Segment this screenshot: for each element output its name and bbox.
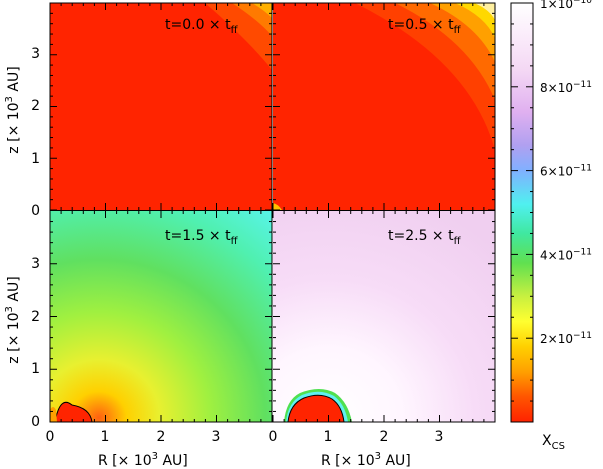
core-contour <box>287 394 345 422</box>
core-contour <box>54 401 93 422</box>
x-axis-label: R [× 103 AU] <box>321 451 411 469</box>
contour-band <box>455 3 495 38</box>
y-tick-label: 3 <box>31 256 40 272</box>
x-tick-label: 3 <box>435 429 444 445</box>
heatmap-background <box>50 3 272 210</box>
x-tick-label: 3 <box>212 429 221 445</box>
heatmap-background <box>50 211 272 422</box>
panel-bottom-right <box>273 211 495 422</box>
colorbar-ticks: 1×10−10 8×10−11 6×10−11 4×10−11 2×10−11 <box>511 0 592 402</box>
time-label-bottom-right: t=2.5 × tff <box>388 228 462 247</box>
panel-top-right <box>273 3 495 210</box>
x-tick-label: 2 <box>380 429 389 445</box>
y-tick-label: 2 <box>31 98 40 114</box>
x-tick-label: 1 <box>101 429 110 445</box>
time-label-top-left: t=0.0 × tff <box>165 17 239 36</box>
colorbar <box>511 3 533 422</box>
y-tick-label: 3 <box>31 46 40 62</box>
colorbar-tick-label: 6×10−11 <box>540 164 592 179</box>
y-tick-label: 2 <box>31 309 40 325</box>
colorbar-frame <box>510 2 534 423</box>
contour-band <box>252 3 272 18</box>
x-axis-label: R [× 103 AU] <box>98 451 188 469</box>
y-tick-label: 1 <box>31 151 40 167</box>
x-tick-label: 0 <box>46 429 55 445</box>
axis-labels: R [× 103 AU] R [× 103 AU] z [× 103 AU] z [×… <box>4 66 411 469</box>
y-tick-label: 1 <box>31 361 40 377</box>
y-axis-label: z [× 103 AU] <box>4 66 22 153</box>
contour-band <box>273 203 282 210</box>
time-label-top-right: t=0.5 × tff <box>388 17 462 36</box>
x-tick-label: 0 <box>269 429 278 445</box>
contour-band <box>430 3 495 62</box>
contour-band <box>232 3 272 36</box>
x-tick-label: 2 <box>157 429 166 445</box>
colorbar-tick-label: 2×10−11 <box>540 331 592 346</box>
x-tick-label: 1 <box>324 429 333 445</box>
colorbar-tick-label: 4×10−11 <box>540 247 592 262</box>
y-axis-label: z [× 103 AU] <box>4 276 22 363</box>
y-tick-label: 0 <box>31 414 40 430</box>
colorbar-label: XCS <box>542 433 565 452</box>
contour-band <box>50 407 57 422</box>
colorbar-tick-label: 1×10−10 <box>540 0 592 11</box>
tick-marks <box>49 3 495 423</box>
panel-bottom-left <box>50 211 272 422</box>
panel-top-left <box>50 3 272 210</box>
time-label-bottom-left: t=1.5 × tff <box>165 228 239 247</box>
colorbar-tick-label: 8×10−11 <box>540 80 592 95</box>
heatmap-background <box>273 211 495 422</box>
contour-band <box>474 3 495 20</box>
y-tick-label: 0 <box>31 203 40 219</box>
